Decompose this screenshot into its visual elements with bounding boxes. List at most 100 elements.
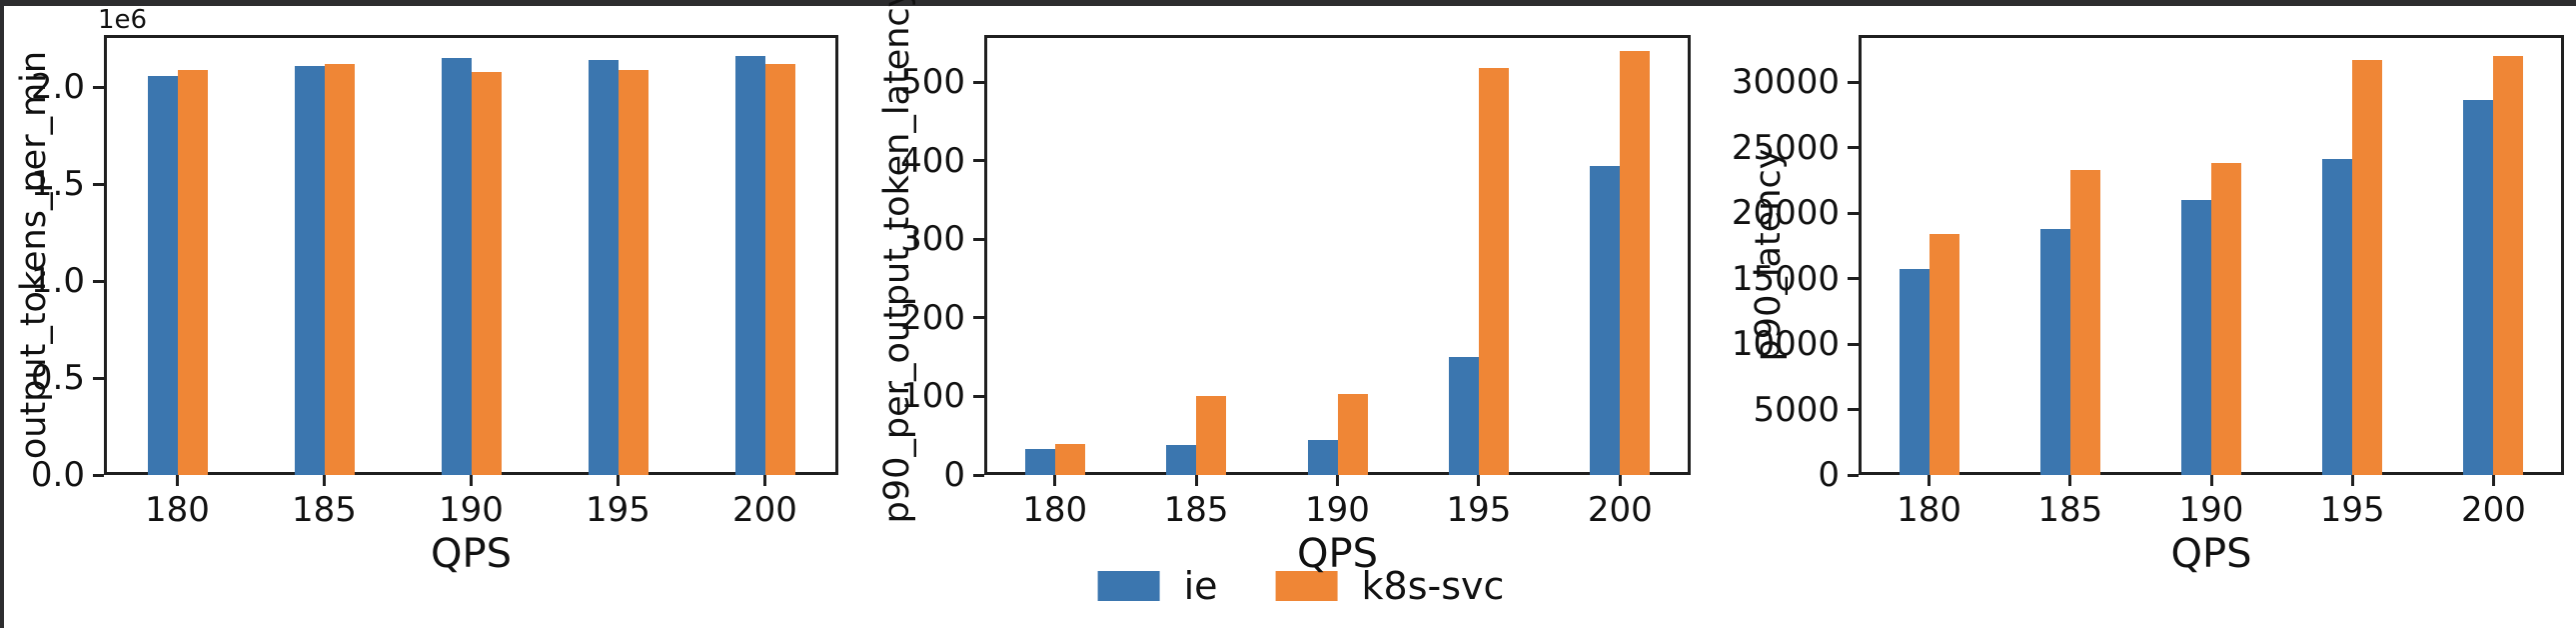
bar-k8s-svc: [1196, 396, 1227, 475]
bar-ie: [2039, 228, 2070, 475]
bar-k8s-svc: [324, 64, 355, 475]
x-tick-mark: [1336, 475, 1339, 486]
bar-ie: [2322, 159, 2353, 475]
y-tick-label: 15000: [1731, 258, 1840, 299]
y-tick-mark: [973, 394, 984, 398]
y-tick-label: 0: [1818, 455, 1840, 495]
x-tick-mark: [176, 475, 179, 486]
x-tick-mark: [2068, 475, 2072, 486]
y-tick-mark: [973, 159, 984, 163]
bar-ie: [1590, 166, 1621, 475]
y-axis-label: output_tokens_per_min: [14, 50, 54, 460]
x-tick-label: 190: [2178, 490, 2244, 530]
x-tick-mark: [1928, 475, 1932, 486]
bar-k8s-svc: [1929, 234, 1959, 475]
bar-ie: [1307, 440, 1338, 475]
x-tick-mark: [1194, 475, 1198, 486]
bar-k8s-svc: [1337, 394, 1368, 475]
y-tick-label: 0: [943, 455, 965, 495]
window-top-edge: [0, 0, 2576, 6]
legend-item-ie: ie: [1097, 564, 1218, 608]
y-tick-label: 25000: [1731, 127, 1840, 168]
y-axis-offset-text: 1e6: [98, 5, 148, 35]
x-tick-label: 195: [586, 490, 650, 530]
y-axis-label: p90_latency: [1749, 148, 1789, 362]
bar-ie: [2181, 200, 2211, 475]
x-tick-mark: [470, 475, 473, 486]
x-tick-label: 200: [2460, 490, 2526, 530]
y-tick-mark: [973, 473, 984, 477]
y-tick-label: 5000: [1753, 389, 1840, 430]
bar-ie: [1448, 357, 1479, 475]
y-tick-label: 30000: [1731, 62, 1840, 103]
bar-ie: [294, 66, 325, 475]
x-tick-mark: [2350, 475, 2354, 486]
bar-ie: [441, 58, 472, 475]
y-tick-mark: [93, 473, 104, 477]
y-axis-label: p90_per_output_token_latency: [877, 0, 917, 524]
bar-ie: [147, 75, 178, 475]
x-tick-label: 190: [1305, 490, 1370, 530]
y-tick-mark: [93, 376, 104, 380]
y-tick-mark: [1848, 80, 1859, 84]
x-axis-label: QPS: [431, 531, 512, 577]
y-tick-mark: [1848, 146, 1859, 150]
bar-k8s-svc: [1620, 50, 1651, 475]
x-tick-label: 185: [1163, 490, 1229, 530]
y-tick-label: 1.5: [30, 164, 85, 205]
x-tick-label: 190: [439, 490, 504, 530]
bar-ie: [1024, 449, 1055, 475]
legend-swatch-k8s-svc-icon: [1275, 571, 1338, 601]
bar-ie: [2463, 99, 2494, 475]
x-tick-label: 195: [2319, 490, 2385, 530]
bar-k8s-svc: [2352, 59, 2383, 475]
y-tick-mark: [1848, 473, 1859, 477]
bar-k8s-svc: [618, 69, 648, 475]
legend-label-ie: ie: [1183, 564, 1218, 608]
bar-ie: [1166, 445, 1197, 475]
bar-ie: [1899, 269, 1930, 475]
bar-k8s-svc: [2493, 55, 2524, 475]
x-tick-label: 180: [145, 490, 210, 530]
y-tick-label: 500: [900, 62, 965, 103]
x-tick-mark: [1053, 475, 1057, 486]
legend-swatch-ie-icon: [1097, 571, 1160, 601]
legend: ie k8s-svc: [1097, 564, 1505, 608]
y-tick-label: 1.0: [30, 261, 85, 302]
bar-ie: [588, 60, 619, 475]
x-tick-mark: [2491, 475, 2495, 486]
x-axis-label: QPS: [2170, 531, 2252, 577]
x-tick-label: 185: [2037, 490, 2103, 530]
x-tick-mark: [1477, 475, 1481, 486]
x-tick-mark: [1618, 475, 1622, 486]
y-tick-mark: [93, 182, 104, 186]
y-tick-mark: [973, 237, 984, 241]
bar-k8s-svc: [177, 69, 208, 475]
x-tick-label: 195: [1446, 490, 1512, 530]
y-tick-label: 20000: [1731, 193, 1840, 234]
bar-k8s-svc: [1478, 68, 1509, 475]
x-tick-label: 200: [732, 490, 797, 530]
bar-k8s-svc: [1054, 443, 1085, 475]
y-tick-label: 2.0: [30, 67, 85, 108]
x-tick-label: 180: [1897, 490, 1962, 530]
bar-k8s-svc: [471, 71, 502, 475]
x-tick-mark: [763, 475, 766, 486]
legend-item-k8s-svc: k8s-svc: [1275, 564, 1505, 608]
y-tick-label: 300: [900, 219, 965, 260]
y-tick-mark: [1848, 211, 1859, 215]
y-tick-mark: [1848, 277, 1859, 281]
bar-k8s-svc: [2069, 169, 2100, 475]
y-tick-mark: [1848, 342, 1859, 346]
y-tick-mark: [973, 80, 984, 84]
y-tick-mark: [93, 85, 104, 89]
bar-k8s-svc: [2211, 163, 2241, 475]
x-tick-mark: [323, 475, 326, 486]
y-tick-label: 0.5: [30, 358, 85, 399]
y-tick-mark: [93, 279, 104, 283]
legend-label-k8s-svc: k8s-svc: [1361, 564, 1505, 608]
bar-k8s-svc: [764, 64, 795, 475]
y-tick-label: 200: [900, 297, 965, 338]
bar-ie: [734, 56, 765, 475]
